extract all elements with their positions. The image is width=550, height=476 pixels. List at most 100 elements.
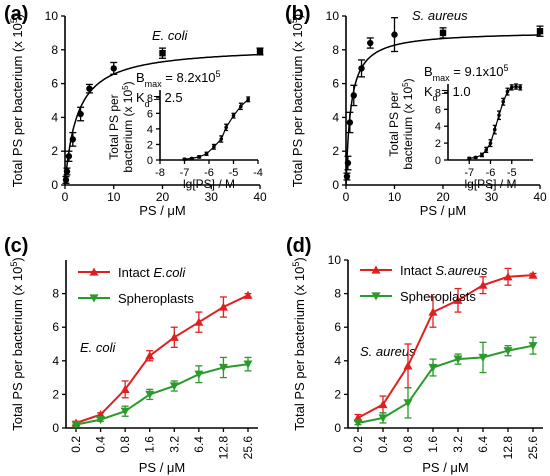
- x-tick-label: 0.4: [94, 436, 108, 453]
- bmax-exponent: 5: [504, 63, 509, 73]
- x-tick-label: -6: [486, 167, 496, 179]
- x-tick-label: 40: [253, 190, 267, 204]
- x-tick-label: -8: [155, 167, 165, 179]
- data-point: [169, 382, 179, 391]
- data-point: [120, 384, 130, 393]
- x-axis-label: PS / μM: [420, 203, 467, 218]
- data-point: [194, 370, 204, 379]
- kd-symbol: K: [136, 90, 145, 105]
- data-point: [65, 153, 73, 160]
- inset-y-label-line1: Total PS per: [107, 94, 121, 159]
- data-point: [63, 168, 71, 175]
- species-label: S. aureus: [360, 344, 416, 359]
- x-tick-label: -4: [253, 167, 263, 179]
- x-tick-label: 6.4: [476, 436, 490, 453]
- y-axis-label-text: Total PS per bacterium (x 10: [10, 23, 25, 187]
- inset-y-label-exponent: 5: [121, 85, 130, 90]
- x-tick-label: 30: [205, 190, 219, 204]
- data-point: [403, 361, 413, 370]
- data-point: [358, 65, 365, 72]
- y-tick-label: 6: [147, 108, 153, 120]
- inset-y-label-text: bacterium (x 10: [121, 90, 135, 173]
- kd-annotation: Kd = 1.0: [424, 84, 471, 103]
- kd-annotation: Kd = 2.5: [136, 90, 183, 109]
- y-tick-label: 2: [334, 387, 341, 401]
- data-point: [367, 39, 374, 47]
- y-tick-label: 10: [45, 9, 59, 23]
- bmax-value: = 8.2x10: [162, 70, 216, 85]
- x-tick-label: -7: [180, 167, 190, 179]
- x-tick-label: 30: [485, 190, 499, 204]
- y-tick-label: 8: [51, 43, 58, 57]
- y-tick-label: 2: [52, 387, 59, 401]
- x-axis-label: PS / μM: [139, 203, 186, 218]
- inset-y-label-close: ): [401, 78, 415, 82]
- x-tick-label: 40: [533, 190, 547, 204]
- inset-data-point: [497, 113, 501, 118]
- data-point: [71, 421, 81, 430]
- inset-y-label-close: ): [121, 81, 135, 85]
- data-point: [478, 353, 488, 362]
- y-axis-label: Total PS per bacterium (x 105): [291, 257, 307, 430]
- inset-data-point: [467, 156, 472, 161]
- x-tick-label: -6: [204, 167, 214, 179]
- y-tick-label: 4: [147, 124, 153, 136]
- y-tick-label: 6: [334, 320, 341, 334]
- inset-y-label-text: Total PS per: [107, 94, 121, 159]
- inset-y-label-line2: bacterium (x 105): [401, 78, 416, 169]
- inset-data-point: [219, 137, 224, 141]
- x-tick-label: 1.6: [143, 436, 157, 453]
- data-point: [243, 360, 253, 369]
- bmax-annotation: Bmax = 9.1x105: [424, 63, 509, 83]
- legend-label: Intact S.aureus: [400, 263, 488, 278]
- bmax-annotation: Bmax = 8.2x105: [136, 69, 221, 89]
- inset-data-point: [212, 144, 216, 149]
- y-tick-label: 2: [435, 138, 441, 150]
- y-tick-label: 0: [147, 155, 153, 167]
- data-point: [528, 342, 538, 351]
- y-axis-label-exponent: 5: [289, 18, 299, 23]
- panel-letter: (d): [286, 235, 312, 257]
- y-axis-label-exponent: 5: [291, 262, 301, 267]
- inset-data-point: [509, 85, 514, 90]
- y-axis-label: Total PS per bacterium (x 105): [9, 257, 25, 430]
- y-tick-label: 2: [147, 139, 153, 151]
- data-point: [378, 414, 388, 423]
- x-tick-label: 3.2: [167, 436, 181, 453]
- y-tick-label: 8: [147, 93, 153, 105]
- data-point: [110, 65, 117, 72]
- data-point: [86, 85, 93, 92]
- kd-value: = 2.5: [150, 90, 183, 105]
- inset-curve: [469, 85, 521, 159]
- x-tick-label: 0.8: [118, 436, 132, 453]
- inset-curve: [184, 98, 249, 160]
- data-point: [503, 347, 513, 356]
- species-label: E. coli: [80, 340, 117, 355]
- legend-label-text: Spheroplasts: [400, 289, 476, 304]
- kd-symbol: K: [424, 84, 433, 99]
- data-point: [439, 29, 447, 37]
- x-axis-label: PS / μM: [139, 460, 186, 475]
- data-point: [145, 390, 155, 399]
- panel-c: (c) E. coli 0.2 0.4 0.8 1.6 3.2 6.4 12.8 25.6 0 2 4 6…: [4, 235, 258, 475]
- bmax-value: = 9.1x10: [450, 64, 504, 79]
- y-tick-label: 8: [52, 287, 59, 301]
- data-point: [528, 270, 538, 279]
- series-intact: [71, 290, 253, 427]
- y-tick-label: 0: [435, 155, 441, 167]
- x-tick-label: 20: [156, 190, 170, 204]
- inset-data-point: [182, 157, 187, 162]
- legend-label: Intact E.coli: [118, 265, 186, 280]
- inset-data-point: [204, 151, 209, 156]
- data-point: [428, 363, 438, 373]
- fit-curve: [345, 34, 540, 186]
- y-axis-label-exponent: 5: [9, 262, 19, 267]
- x-tick-label: -5: [507, 167, 517, 179]
- x-tick-label: 0.4: [376, 436, 390, 453]
- y-tick-label: 6: [332, 77, 339, 91]
- inset-chart: -8 -7 -6 -5 -4 0 2 4 6 8 Total PS per bacterium (x …: [107, 81, 263, 191]
- data-point: [243, 290, 253, 299]
- data-point: [343, 173, 351, 180]
- inset-data-point: [190, 156, 194, 161]
